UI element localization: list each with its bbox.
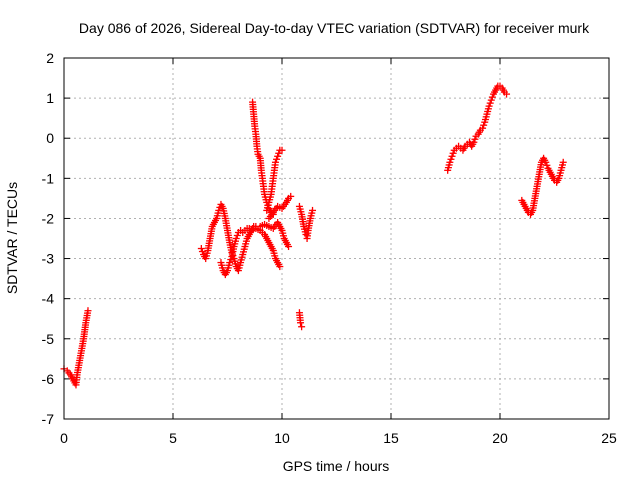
data-point (197, 245, 205, 253)
data-point (273, 155, 281, 163)
y-tick-label: 2 (46, 50, 54, 66)
data-point (278, 146, 286, 154)
data-point (84, 307, 92, 315)
data-point (226, 259, 234, 267)
y-tick-label: -1 (42, 170, 55, 186)
data-point (285, 243, 293, 251)
data-point (233, 231, 241, 239)
data-point (488, 93, 496, 101)
data-point (275, 149, 283, 157)
data-point (470, 138, 478, 146)
data-point (543, 161, 551, 169)
x-axis-label: GPS time / hours (283, 458, 390, 474)
y-axis-label: SDTVAR / TECUs (4, 182, 20, 294)
data-point (227, 256, 235, 264)
y-tick-label: -6 (42, 371, 55, 387)
data-point (559, 158, 567, 166)
grid (64, 58, 609, 419)
data-point (309, 206, 317, 214)
y-tick-label: 1 (46, 90, 54, 106)
data-point (448, 152, 456, 160)
data-point (480, 121, 488, 129)
y-tick-label: -4 (42, 291, 55, 307)
plot-frame (63, 57, 610, 420)
data-points (60, 82, 567, 389)
data-point (479, 124, 487, 132)
data-point (447, 155, 455, 163)
data-point (276, 263, 284, 271)
data-point (297, 319, 305, 327)
data-point (542, 158, 550, 166)
data-point (298, 323, 306, 331)
data-point (271, 158, 279, 166)
x-tick-label: 10 (274, 430, 290, 446)
y-tick-label: -3 (42, 251, 55, 267)
data-point (485, 102, 493, 110)
x-tick-label: 0 (60, 430, 68, 446)
y-tick-label: 0 (46, 130, 54, 146)
x-tick-label: 20 (492, 430, 508, 446)
data-point (274, 152, 282, 160)
data-point (287, 192, 295, 200)
data-point (449, 149, 457, 157)
x-tick-label: 25 (601, 430, 617, 446)
data-point (486, 99, 494, 107)
y-tick-label: -2 (42, 210, 55, 226)
data-point (471, 135, 479, 143)
x-tick-label: 5 (169, 430, 177, 446)
y-tick-label: -7 (42, 411, 55, 427)
axis-ticks: 0 5 10 15 20 25 -7 -6 -5 -4 -3 -2 -1 0 1 2 (42, 50, 617, 446)
x-tick-label: 15 (383, 430, 399, 446)
y-tick-label: -5 (42, 331, 55, 347)
data-point (198, 248, 206, 256)
data-point (446, 158, 454, 166)
data-point (232, 235, 240, 242)
data-point (487, 96, 495, 104)
data-point (503, 90, 511, 98)
chart-title: Day 086 of 2026, Sidereal Day-to-day VTE… (79, 20, 590, 36)
